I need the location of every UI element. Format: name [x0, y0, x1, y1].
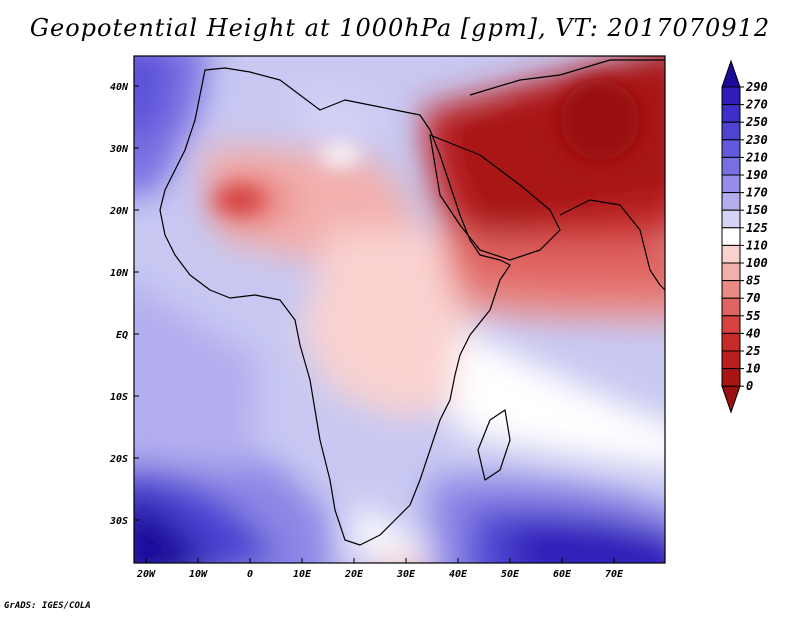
colorbar-label: 40: [746, 326, 760, 340]
colorbar-label: 190: [746, 168, 768, 182]
colorbar-swatch: [721, 121, 741, 141]
india-coast: [559, 199, 666, 291]
colorbar-label: 230: [745, 133, 768, 147]
y-axis: 40N 30N 20N 10N EQ 10S 20S 30S: [109, 82, 139, 527]
x-tick-label: 50E: [501, 569, 520, 580]
colorbar: 2902702502302101901701501251101008570554…: [721, 59, 768, 414]
colorbar-swatch: [721, 350, 741, 370]
colorbar-label: 0: [746, 379, 753, 393]
colorbar-swatch: [721, 156, 741, 176]
y-tick-label: 30N: [109, 144, 129, 155]
colorbar-swatch: [721, 104, 741, 123]
colorbar-swatch: [721, 262, 741, 282]
x-tick-label: 10E: [293, 569, 312, 580]
madagascar-coast: [477, 409, 511, 481]
colorbar-top-arrow: [721, 59, 741, 88]
y-tick-label: EQ: [116, 330, 128, 341]
x-tick-label: 0: [247, 569, 253, 580]
colorbar-swatch: [721, 192, 741, 211]
y-tick-label: 20N: [109, 206, 129, 217]
colorbar-label: 55: [746, 309, 760, 323]
colorbar-swatch: [721, 174, 741, 194]
colorbar-label: 70: [746, 291, 760, 305]
africa-coast: [159, 67, 511, 546]
colorbar-label: 100: [746, 256, 768, 270]
y-tick-label: 10S: [110, 392, 128, 403]
colorbar-label: 170: [746, 186, 768, 200]
colorbar-label: 125: [746, 221, 768, 235]
colorbar-swatch: [721, 315, 741, 334]
colorbar-label: 85: [746, 274, 760, 288]
colorbar-swatch: [721, 297, 741, 317]
grads-credit: GrADS: IGES/COLA: [4, 601, 91, 611]
colorbar-swatch: [721, 227, 741, 246]
colorbar-swatch: [721, 332, 741, 352]
plot-frame: [133, 55, 666, 564]
y-tick-label: 10N: [110, 268, 129, 279]
coastlines: [159, 59, 666, 546]
colorbar-swatch: [721, 139, 741, 158]
x-tick-label: 70E: [605, 569, 624, 580]
x-tick-label: 30E: [396, 569, 416, 580]
colorbar-swatch: [721, 209, 741, 229]
x-tick-label: 20E: [344, 569, 364, 580]
x-tick-label: 20W: [136, 569, 156, 580]
x-tick-label: 10W: [189, 569, 208, 580]
x-axis: 20W 10W 0 10E 20E 30E 40E 50E 60E 70E: [136, 558, 624, 580]
map-title: Geopotential Height at 1000hPa [gpm], VT…: [29, 14, 771, 42]
x-tick-label: 40E: [449, 569, 468, 580]
x-tick-label: 60E: [553, 569, 572, 580]
colorbar-bottom-arrow: [721, 385, 741, 414]
colorbar-label: 110: [746, 238, 768, 252]
colorbar-label: 250: [745, 115, 768, 129]
arabia-coast: [429, 59, 665, 261]
colorbar-swatch: [721, 244, 741, 264]
colorbar-label: 150: [746, 203, 768, 217]
height-field: [134, 56, 665, 563]
colorbar-swatch: [721, 280, 741, 299]
y-tick-label: 40N: [110, 82, 129, 93]
y-tick-label: 30S: [109, 516, 128, 527]
colorbar-swatch: [721, 368, 741, 387]
colorbar-label: 25: [745, 344, 760, 358]
y-tick-label: 20S: [109, 454, 128, 465]
colorbar-swatch: [721, 86, 741, 106]
colorbar-label: 10: [746, 362, 760, 376]
colorbar-label: 270: [745, 98, 768, 112]
colorbar-label: 290: [745, 80, 768, 94]
colorbar-label: 210: [745, 150, 768, 164]
